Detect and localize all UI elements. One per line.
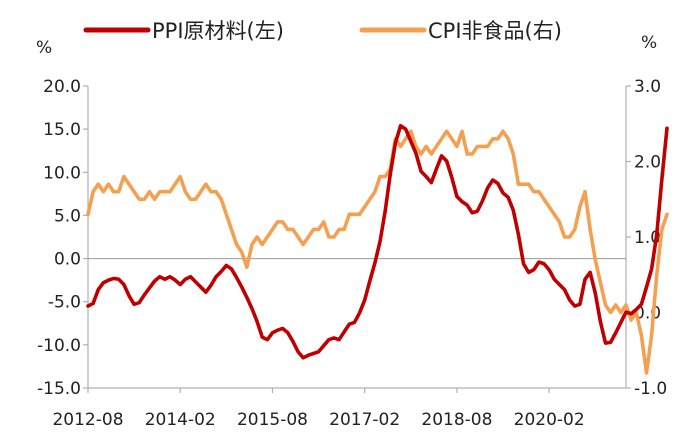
left-tick-label: -10.0 (37, 336, 81, 356)
legend-label-cpi: CPI非食品(右) (428, 19, 562, 43)
left-tick-label: 5.0 (54, 206, 81, 226)
x-axis-ticks: 2012-08 2014-02 2015-08 2017-02 2018-08 2020-… (52, 388, 585, 430)
x-tick-label: 2012-08 (52, 410, 123, 430)
legend: PPI原材料(左) CPI非食品(右) (83, 19, 562, 43)
series-line-ppi (86, 123, 669, 360)
left-tick-label: 15.0 (43, 120, 81, 140)
left-tick-label: -15.0 (37, 379, 81, 399)
left-axis-ticks: 20.0 15.0 10.0 5.0 0.0 -5.0 -10.0 -15.0 (37, 77, 88, 399)
right-tick-label: -1.0 (634, 379, 667, 399)
x-tick-label: 2018-08 (421, 410, 492, 430)
x-tick-label: 2017-02 (329, 410, 400, 430)
left-axis-unit: % (36, 38, 52, 58)
series-group (86, 123, 669, 375)
left-tick-label: 0.0 (54, 250, 81, 270)
legend-label-ppi: PPI原材料(左) (152, 19, 284, 43)
right-tick-label: 2.0 (634, 153, 661, 173)
left-tick-label: 10.0 (43, 163, 81, 183)
x-tick-label: 2020-02 (514, 410, 585, 430)
right-tick-label: 3.0 (634, 77, 661, 97)
left-tick-label: -5.0 (48, 293, 81, 313)
left-tick-label: 20.0 (43, 77, 81, 97)
right-axis-unit: % (641, 33, 657, 53)
series-line-cpi (86, 129, 669, 375)
x-tick-label: 2014-02 (145, 410, 216, 430)
x-tick-label: 2015-08 (237, 410, 308, 430)
